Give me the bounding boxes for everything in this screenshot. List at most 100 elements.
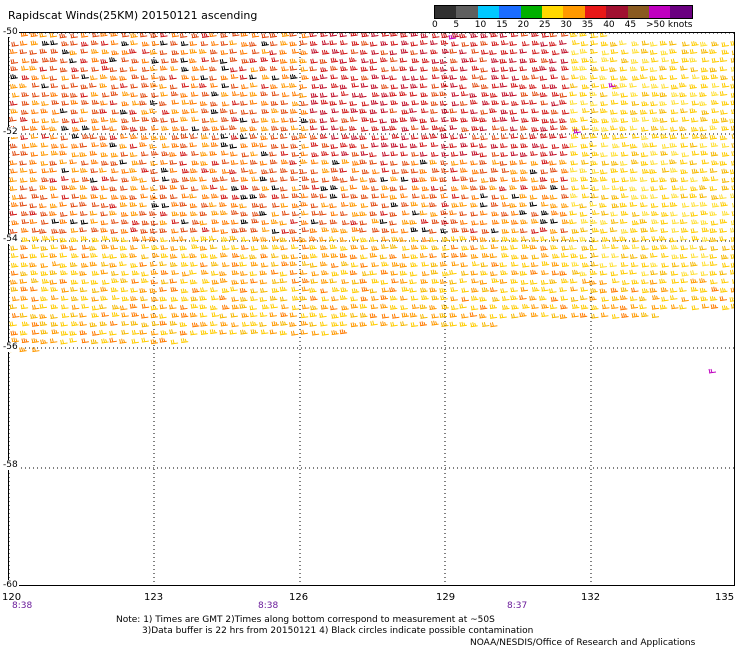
- wind-barb: [490, 201, 499, 207]
- wind-barb: [471, 116, 479, 122]
- wind-barb: [61, 49, 70, 55]
- wind-barb: [181, 168, 190, 174]
- wind-barb: [30, 40, 39, 46]
- wind-barb: [640, 254, 648, 260]
- wind-barb: [440, 295, 448, 301]
- wind-barb: [419, 321, 428, 327]
- wind-barb: [441, 304, 449, 310]
- wind-barb: [461, 194, 469, 200]
- wind-barb: [289, 58, 298, 64]
- wind-barb: [161, 176, 170, 182]
- wind-barb: [660, 50, 669, 56]
- wind-barb: [40, 296, 48, 302]
- wind-barb: [550, 109, 559, 115]
- wind-barb: [210, 82, 218, 88]
- wind-barb: [671, 92, 679, 98]
- wind-barb: [690, 211, 698, 217]
- wind-barb: [121, 296, 130, 302]
- wind-barb: [552, 253, 560, 259]
- wind-barb: [591, 151, 599, 157]
- wind-barb: [519, 48, 527, 54]
- wind-barb: [510, 313, 519, 319]
- wind-barb: [531, 218, 539, 224]
- wind-barb: [381, 167, 390, 173]
- wind-barb: [540, 151, 548, 157]
- wind-barb: [140, 193, 148, 199]
- wind-barb: [670, 270, 679, 276]
- wind-barb: [291, 236, 299, 242]
- wind-barb: [81, 338, 89, 344]
- wind-barb: [559, 313, 568, 319]
- wind-barb: [281, 228, 289, 234]
- lat-label-58: -58: [2, 460, 19, 470]
- wind-barb: [340, 49, 348, 55]
- wind-barb: [579, 271, 587, 277]
- wind-barb: [160, 33, 168, 38]
- wind-barb: [640, 194, 648, 200]
- wind-barb: [561, 203, 569, 209]
- wind-barb: [579, 91, 588, 97]
- wind-barb: [111, 50, 119, 56]
- wind-barb: [321, 40, 330, 46]
- time-label-1: 8:38: [12, 601, 33, 611]
- wind-barb: [330, 65, 338, 71]
- wind-barb: [441, 74, 449, 80]
- wind-barb: [31, 109, 39, 115]
- wind-barb: [540, 57, 549, 63]
- wind-barb: [590, 66, 599, 72]
- wind-barb: [90, 40, 99, 46]
- wind-barb: [199, 48, 207, 54]
- wind-barb: [219, 108, 228, 114]
- wind-barb: [349, 125, 357, 131]
- wind-barb: [701, 74, 709, 80]
- wind-barb: [489, 92, 498, 98]
- wind-barb: [691, 74, 700, 80]
- wind-barb: [611, 236, 620, 242]
- wind-barb: [470, 33, 478, 38]
- wind-barb: [461, 270, 469, 276]
- wind-barb: [249, 126, 257, 132]
- wind-barb: [129, 303, 138, 309]
- wind-barb: [10, 252, 19, 258]
- wind-barb: [541, 270, 549, 276]
- wind-barb: [451, 252, 459, 258]
- wind-barb: [471, 65, 480, 71]
- wind-barb: [691, 41, 699, 47]
- wind-barb: [60, 244, 68, 250]
- wind-barb: [329, 236, 337, 242]
- wind-barb: [360, 66, 369, 72]
- wind-barb: [531, 228, 539, 234]
- wind-barb: [709, 48, 717, 54]
- wind-barb: [361, 116, 369, 122]
- wind-barb: [91, 270, 100, 276]
- lon-label-132: 132: [581, 592, 601, 603]
- wind-barb: [469, 92, 477, 98]
- wind-barb: [291, 91, 300, 97]
- wind-barb: [161, 58, 169, 64]
- wind-barb: [239, 66, 247, 72]
- wind-barb: [231, 244, 239, 250]
- wind-barb: [551, 50, 560, 56]
- wind-barb: [260, 329, 269, 335]
- wind-barb: [150, 33, 158, 38]
- wind-barb: [40, 339, 48, 345]
- wind-barb: [339, 167, 347, 173]
- wind-barb: [571, 261, 579, 267]
- wind-barb: [641, 58, 650, 64]
- wind-barb: [519, 58, 528, 64]
- wind-barb: [620, 210, 629, 216]
- wind-barb: [541, 194, 550, 200]
- wind-barb: [9, 304, 18, 310]
- wind-barb: [60, 339, 68, 345]
- wind-barb: [411, 151, 419, 157]
- wind-barb: [309, 125, 318, 131]
- lat-label-54: -54: [2, 234, 19, 244]
- wind-barb: [689, 160, 697, 166]
- wind-barb: [61, 312, 70, 318]
- wind-barb: [271, 244, 280, 250]
- wind-barb: [291, 48, 300, 54]
- wind-barb: [681, 74, 689, 80]
- wind-barb: [550, 236, 559, 242]
- wind-barb: [510, 151, 519, 157]
- wind-barb: [340, 186, 348, 192]
